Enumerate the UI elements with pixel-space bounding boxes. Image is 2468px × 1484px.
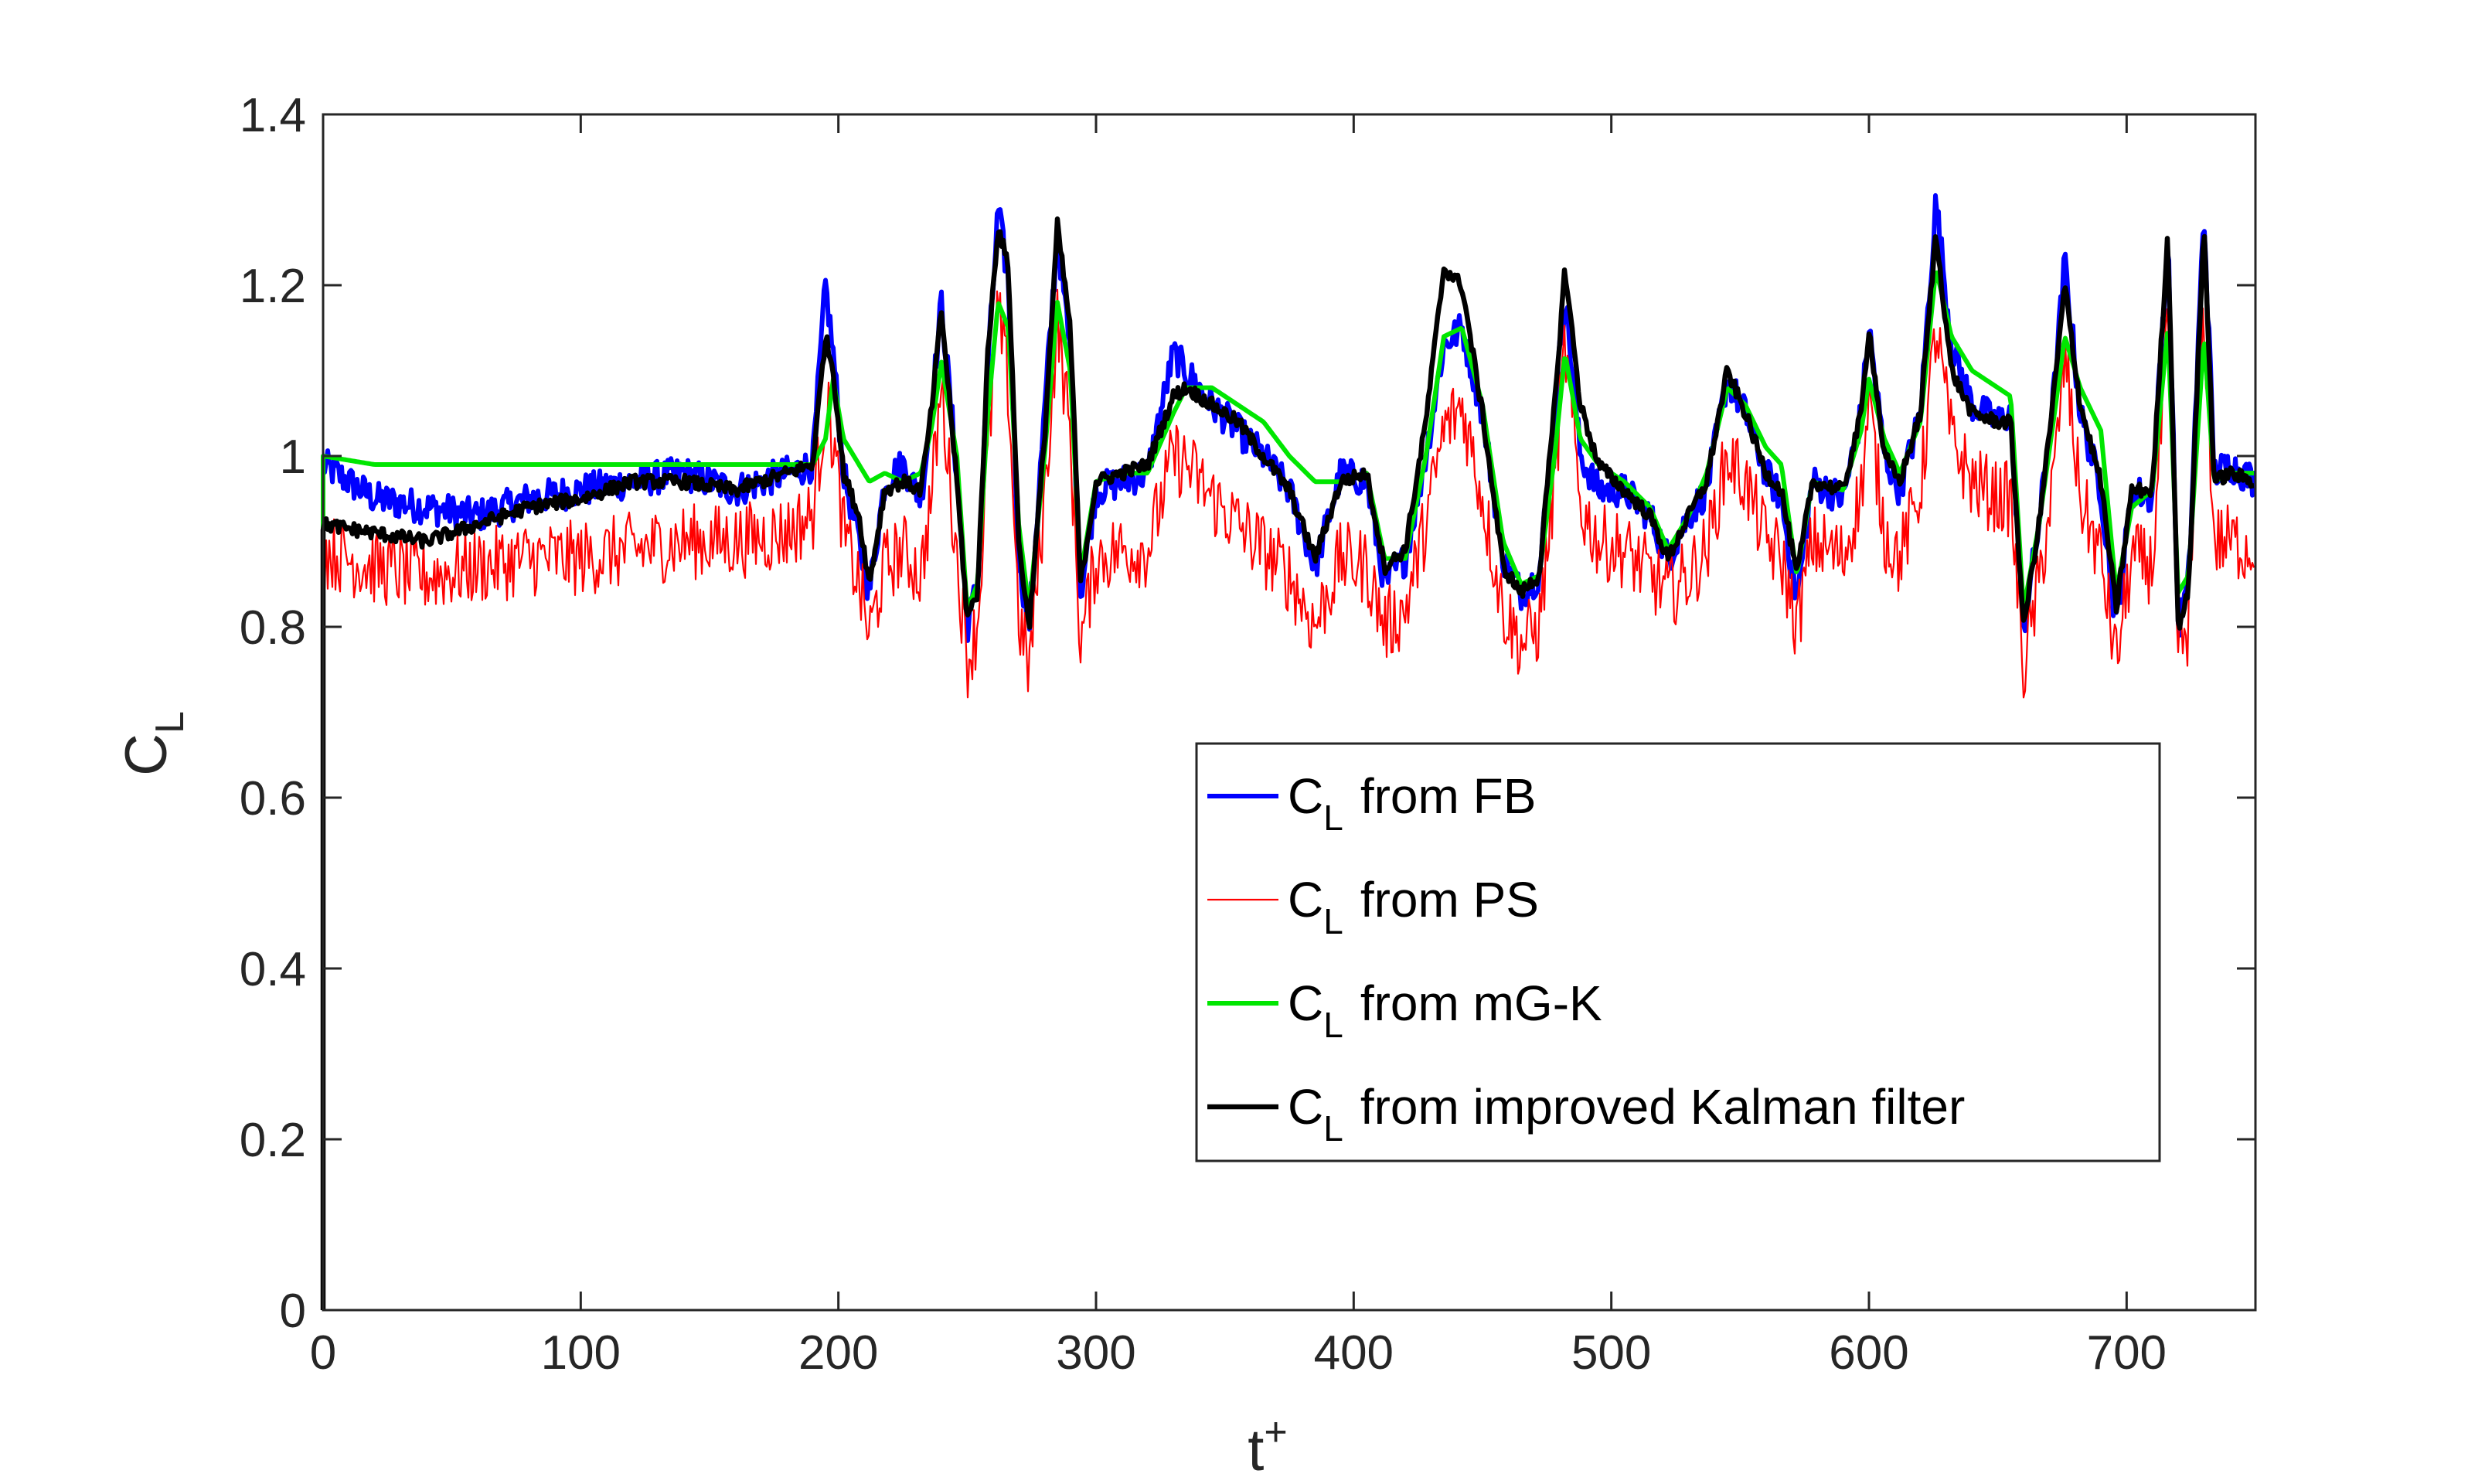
x-tick-label-0: 0: [310, 1326, 336, 1380]
axis-labels: CL t+: [114, 711, 1288, 1483]
x-tick-label-2: 200: [798, 1326, 878, 1380]
legend-entry-subscript-2: L: [1323, 1005, 1343, 1045]
legend-entry-0: CL from FB: [1288, 768, 1536, 838]
legend-entry-2: CL from mG-K: [1288, 975, 1602, 1045]
x-tick-label-6: 600: [1829, 1326, 1908, 1380]
legend-entry-prefix-3: C: [1288, 1079, 1323, 1135]
y-tick-label-4: 0.8: [240, 601, 306, 655]
legend-entry-prefix-2: C: [1288, 975, 1323, 1031]
legend-entry-label-1: from PS: [1360, 872, 1539, 928]
y-tick-label-0: 0: [280, 1285, 306, 1338]
legend-entry-label-2: from mG-K: [1360, 975, 1602, 1031]
x-axis-label-sup: +: [1264, 1410, 1287, 1455]
y-tick-label-2: 0.4: [240, 943, 306, 996]
x-tick-label-3: 300: [1056, 1326, 1135, 1380]
y-tick-label-6: 1.2: [240, 260, 306, 313]
x-tick-label-4: 400: [1314, 1326, 1394, 1380]
legend-entry-subscript-1: L: [1323, 901, 1343, 941]
legend-entry-subscript-0: L: [1323, 798, 1343, 838]
y-tick-label-1: 0.2: [240, 1114, 306, 1167]
plot-area: [320, 113, 2257, 1312]
legend-entry-1: CL from PS: [1288, 872, 1539, 941]
x-tick-label-7: 700: [2087, 1326, 2167, 1380]
series-line-1: [322, 288, 2255, 1310]
legend-entry-3: CL from improved Kalman filter: [1288, 1079, 1965, 1149]
series-line-3: [320, 216, 2255, 1310]
x-tick-label-1: 100: [541, 1326, 621, 1380]
axis-ticks: 0 100 200 300 400 500 600 700 0 0.2 0.4 0.6 0.8 1 1.2 1…: [240, 89, 2255, 1380]
x-tick-label-5: 500: [1571, 1326, 1651, 1380]
y-axis-label-main: C: [114, 733, 179, 776]
y-tick-label-5: 1: [280, 431, 306, 484]
y-axis-label: CL: [114, 711, 192, 776]
y-tick-label-3: 0.6: [240, 772, 306, 825]
legend-box: [1195, 742, 2161, 1162]
legend-entry-prefix-0: C: [1288, 768, 1323, 824]
legend-entry-subscript-3: L: [1323, 1108, 1343, 1149]
y-axis-label-sub: L: [148, 711, 192, 733]
x-axis-label-main: t: [1248, 1418, 1264, 1483]
y-tick-label-7: 1.4: [240, 89, 306, 142]
x-axis-label: t+: [1248, 1410, 1288, 1483]
legend-entry-prefix-1: C: [1288, 872, 1323, 928]
legend-entry-label-0: from FB: [1360, 768, 1537, 824]
axes-box: [322, 113, 2257, 1312]
legend-entry-label-3: from improved Kalman filter: [1360, 1079, 1965, 1135]
